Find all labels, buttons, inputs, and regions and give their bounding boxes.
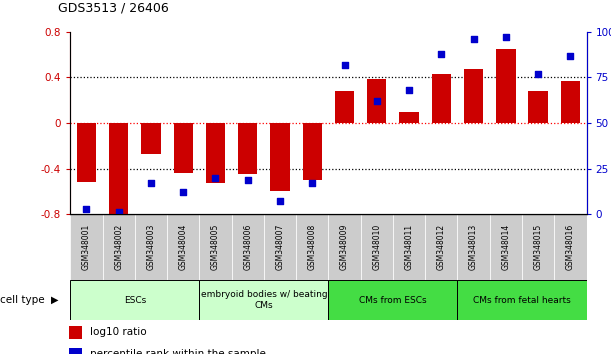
Bar xyxy=(69,348,82,354)
Bar xyxy=(70,280,199,320)
Bar xyxy=(238,123,257,174)
Bar xyxy=(141,123,161,154)
Bar xyxy=(425,214,458,280)
Bar xyxy=(458,214,490,280)
Text: CMs from fetal hearts: CMs from fetal hearts xyxy=(473,296,571,304)
Bar xyxy=(490,214,522,280)
Bar xyxy=(329,214,360,280)
Text: GSM348006: GSM348006 xyxy=(243,224,252,270)
Text: GSM348005: GSM348005 xyxy=(211,224,220,270)
Bar xyxy=(329,280,458,320)
Text: GDS3513 / 26406: GDS3513 / 26406 xyxy=(58,1,169,14)
Point xyxy=(211,175,221,181)
Bar xyxy=(464,69,483,123)
Bar xyxy=(522,214,554,280)
Bar xyxy=(199,214,232,280)
Point xyxy=(566,53,576,58)
Bar xyxy=(458,280,587,320)
Bar xyxy=(69,326,82,339)
Bar xyxy=(367,79,387,123)
Bar xyxy=(554,214,587,280)
Bar xyxy=(206,123,225,183)
Bar xyxy=(400,112,419,123)
Bar xyxy=(431,74,451,123)
Text: GSM348010: GSM348010 xyxy=(372,224,381,270)
Bar xyxy=(393,214,425,280)
Bar xyxy=(296,214,329,280)
Text: CMs from ESCs: CMs from ESCs xyxy=(359,296,426,304)
Point xyxy=(533,71,543,76)
Bar xyxy=(335,91,354,123)
Point xyxy=(275,199,285,204)
Point xyxy=(81,206,91,212)
Text: GSM348013: GSM348013 xyxy=(469,224,478,270)
Point xyxy=(372,98,382,104)
Text: GSM348008: GSM348008 xyxy=(308,224,316,270)
Text: GSM348016: GSM348016 xyxy=(566,224,575,270)
Text: GSM348014: GSM348014 xyxy=(502,224,510,270)
Point xyxy=(114,210,123,215)
Text: embryoid bodies w/ beating
CMs: embryoid bodies w/ beating CMs xyxy=(200,290,327,310)
Bar xyxy=(232,214,264,280)
Text: GSM348001: GSM348001 xyxy=(82,224,91,270)
Bar xyxy=(77,123,96,182)
Bar xyxy=(167,214,199,280)
Bar xyxy=(302,123,322,180)
Bar xyxy=(103,214,135,280)
Point xyxy=(340,62,349,68)
Text: GSM348007: GSM348007 xyxy=(276,224,285,270)
Point xyxy=(178,189,188,195)
Text: GSM348004: GSM348004 xyxy=(178,224,188,270)
Bar xyxy=(561,81,580,123)
Text: GSM348011: GSM348011 xyxy=(404,224,414,270)
Bar xyxy=(174,123,193,173)
Text: log10 ratio: log10 ratio xyxy=(90,327,147,337)
Text: cell type: cell type xyxy=(0,295,45,305)
Text: GSM348009: GSM348009 xyxy=(340,224,349,270)
Bar xyxy=(264,214,296,280)
Point xyxy=(404,87,414,93)
Bar xyxy=(529,91,548,123)
Bar xyxy=(109,123,128,216)
Text: GSM348015: GSM348015 xyxy=(533,224,543,270)
Text: ESCs: ESCs xyxy=(123,296,146,304)
Point xyxy=(307,180,317,186)
Point xyxy=(469,36,478,42)
Text: percentile rank within the sample: percentile rank within the sample xyxy=(90,349,266,354)
Bar xyxy=(199,280,329,320)
Point xyxy=(146,180,156,186)
Bar xyxy=(496,49,516,123)
Text: ▶: ▶ xyxy=(51,295,59,305)
Point xyxy=(501,34,511,40)
Text: GSM348003: GSM348003 xyxy=(147,224,155,270)
Bar xyxy=(70,214,103,280)
Bar xyxy=(270,123,290,192)
Point xyxy=(436,51,446,57)
Text: GSM348002: GSM348002 xyxy=(114,224,123,270)
Text: GSM348012: GSM348012 xyxy=(437,224,446,270)
Point xyxy=(243,177,252,182)
Bar xyxy=(360,214,393,280)
Bar xyxy=(135,214,167,280)
